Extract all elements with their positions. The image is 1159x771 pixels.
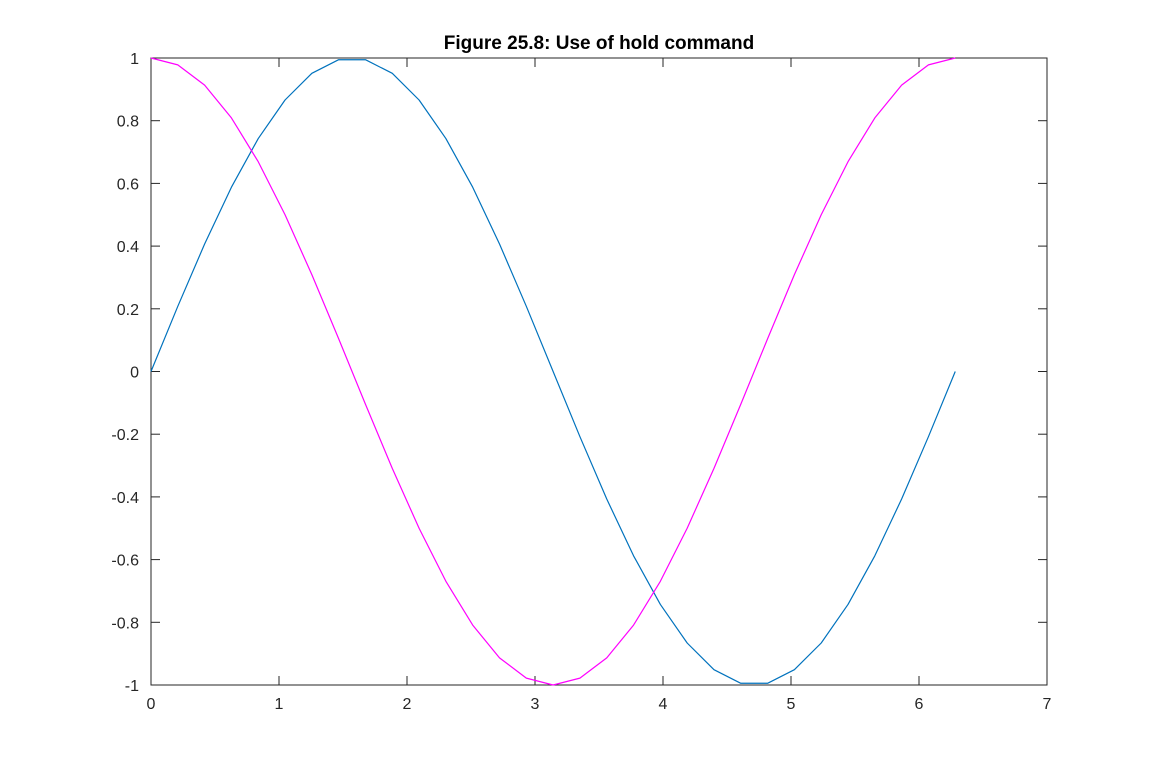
y-tick-label: 0: [130, 365, 139, 382]
x-tick-label: 3: [531, 696, 540, 713]
x-tick-label: 5: [787, 696, 796, 713]
x-tick-label: 1: [275, 696, 284, 713]
x-tick-labels: 0 1 2 3 4 5 6 7: [147, 696, 1052, 713]
tick-marks: [150, 57, 1048, 686]
x-tick-label: 0: [147, 696, 156, 713]
y-tick-label: 0.6: [117, 176, 139, 193]
y-tick-label: -1: [125, 678, 139, 695]
y-tick-labels: -1 -0.8 -0.6 -0.4 -0.2 0 0.2 0.4 0.6 0.8 1: [111, 51, 139, 695]
x-tick-label: 4: [659, 696, 668, 713]
x-tick-label: 2: [403, 696, 412, 713]
y-tick-label: 0.8: [117, 114, 139, 131]
series-line-sin-x: [150, 59, 956, 684]
x-tick-label: 6: [915, 696, 924, 713]
y-tick-label: 0.2: [117, 302, 139, 319]
series-layer: [150, 57, 956, 686]
y-tick-label: -0.4: [111, 490, 139, 507]
y-tick-label: -0.2: [111, 427, 139, 444]
y-tick-label: 0.4: [117, 239, 139, 256]
y-tick-label: -0.6: [111, 553, 139, 570]
series-line-cos-x: [150, 57, 956, 686]
y-tick-label: -0.8: [111, 615, 139, 632]
y-tick-label: 1: [130, 51, 139, 68]
axes-box: [150, 57, 1048, 686]
x-tick-label: 7: [1043, 696, 1052, 713]
chart-title: Figure 25.8: Use of hold command: [444, 33, 754, 54]
